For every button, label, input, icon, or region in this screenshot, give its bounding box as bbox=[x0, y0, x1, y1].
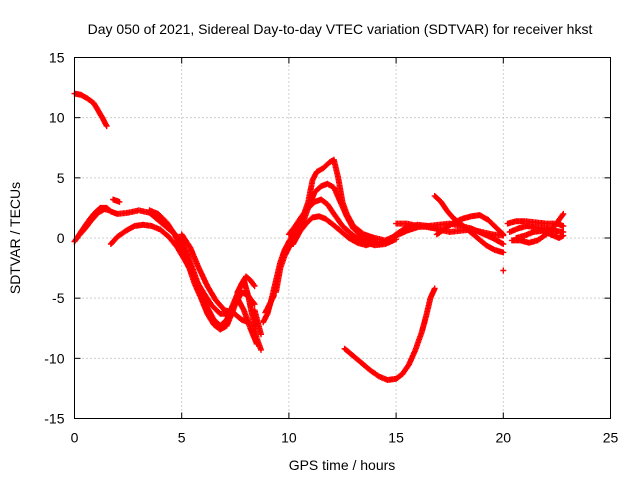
plot-frame bbox=[74, 57, 611, 419]
series-arc-11 bbox=[262, 292, 277, 316]
series-arc-1 bbox=[71, 90, 110, 130]
data-point-marks bbox=[71, 90, 110, 130]
data-points bbox=[71, 90, 567, 383]
data-point-marks bbox=[393, 220, 438, 232]
series-arc-16 bbox=[393, 220, 438, 232]
x-tick-label: 0 bbox=[71, 430, 79, 446]
grid bbox=[74, 57, 611, 419]
series-arc-17 bbox=[431, 192, 507, 256]
data-point-marks bbox=[178, 231, 252, 326]
data-point-marks bbox=[500, 267, 507, 274]
y-tick-label: -10 bbox=[44, 350, 64, 366]
data-point-marks bbox=[513, 227, 567, 241]
tick-labels: 0 5 10 15 20 25 -15 -10 -5 0 5 10 15 bbox=[44, 50, 618, 446]
x-tick-label: 25 bbox=[603, 430, 619, 446]
y-tick-label: 0 bbox=[57, 230, 65, 246]
series-arc-18 bbox=[433, 212, 507, 238]
series-arc-8 bbox=[234, 273, 258, 296]
data-point-marks bbox=[290, 213, 378, 249]
series-arc-19 bbox=[500, 267, 507, 274]
series-arc-4 bbox=[110, 196, 123, 205]
y-tick-label: 5 bbox=[57, 170, 65, 186]
series-arc-15 bbox=[341, 285, 438, 383]
data-point-marks bbox=[110, 196, 123, 205]
x-tick-label: 10 bbox=[281, 430, 297, 446]
series-arc-14 bbox=[290, 213, 378, 249]
series-arc-7 bbox=[178, 231, 252, 326]
y-tick-label: 10 bbox=[49, 110, 65, 126]
x-tick-label: 15 bbox=[388, 430, 404, 446]
series-arc-9 bbox=[251, 307, 264, 338]
data-point-marks bbox=[431, 192, 507, 256]
data-point-marks bbox=[75, 206, 112, 239]
data-point-marks bbox=[341, 285, 438, 383]
y-tick-label: -15 bbox=[44, 411, 64, 427]
series-arc-3 bbox=[75, 206, 112, 239]
chart-title: Day 050 of 2021, Sidereal Day-to-day VTE… bbox=[88, 21, 593, 37]
y-tick-label: -5 bbox=[52, 290, 65, 306]
data-point-marks bbox=[251, 307, 264, 338]
y-axis-label: SDTVAR / TECUs bbox=[7, 182, 23, 294]
x-axis-label: GPS time / hours bbox=[289, 457, 396, 473]
y-tick-label: 15 bbox=[49, 50, 65, 66]
data-point-marks bbox=[262, 292, 277, 316]
data-point-marks bbox=[433, 212, 507, 238]
data-point-marks bbox=[234, 273, 258, 296]
series-arc-23 bbox=[513, 227, 567, 241]
x-tick-label: 20 bbox=[496, 430, 512, 446]
x-tick-label: 5 bbox=[178, 430, 186, 446]
